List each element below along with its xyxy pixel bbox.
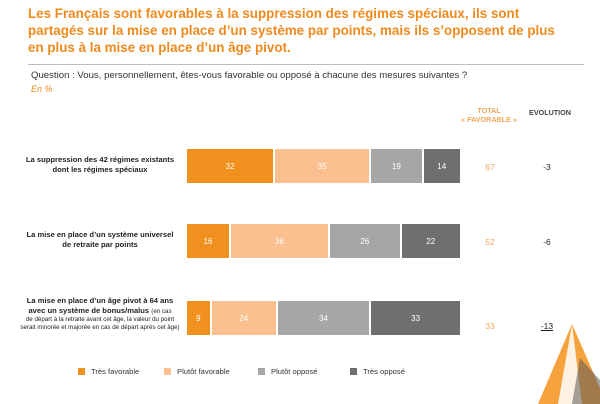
bar-value-label: 16 — [203, 236, 213, 246]
legend-label: Très opposé — [363, 367, 405, 376]
bar-value-label: 9 — [196, 313, 201, 323]
row-label-1-line1: La suppression des 42 régimes existants — [25, 155, 175, 164]
legend-swatch — [78, 368, 85, 375]
survey-question: Question : Vous, personnellement, êtes-v… — [31, 70, 468, 81]
bar-value-label: 14 — [437, 161, 447, 171]
legend-label: Plutôt opposé — [271, 367, 318, 376]
legend-swatch — [350, 368, 357, 375]
bar-value-label: 34 — [319, 313, 328, 323]
bar-segment-row1-series2: 35 — [275, 149, 370, 183]
total-favorable-value-3: 33 — [485, 321, 495, 331]
stacked-bar-1: 32 35 19 14 — [187, 149, 462, 183]
row-label-2-line2: de retraite par points — [62, 240, 138, 249]
row-label-2-line1: La mise en place d’un système universel — [26, 230, 174, 239]
row-label-3-note-b: de départ à la retraite avant cet âge, l… — [20, 316, 180, 331]
legend-swatch — [164, 368, 171, 375]
evolution-value-1: -3 — [543, 162, 551, 172]
legend-label: Très favorable — [91, 367, 140, 376]
total-header-line2: « FAVORABLE » — [461, 115, 517, 124]
row-label-2: La mise en place d’un système universel … — [18, 230, 182, 250]
bar-segment-row2-series3: 26 — [330, 224, 400, 258]
total-favorable-value-2: 52 — [485, 237, 495, 247]
row-label-3: La mise en place d’un âge pivot à 64 ans… — [18, 296, 182, 332]
chart-legend: Très favorable Plutôt favorable Plutôt opp… — [0, 367, 600, 381]
title-divider — [28, 64, 584, 65]
legend-swatch — [258, 368, 265, 375]
bar-value-label: 24 — [239, 313, 249, 323]
row-label-1-line2: dont les régimes spéciaux — [52, 165, 148, 174]
bar-segment-row2-series1: 16 — [187, 224, 229, 258]
stacked-bar-2: 16 36 26 22 — [187, 224, 462, 258]
bar-value-label: 36 — [275, 236, 284, 246]
bar-segment-row3-series2: 24 — [211, 301, 276, 335]
bar-segment-row1-series1: 32 — [187, 149, 273, 183]
row-label-3-note-a: (en cas — [151, 308, 172, 315]
bar-segment-row2-series4: 22 — [401, 224, 460, 258]
bar-value-label: 22 — [426, 236, 436, 246]
total-favorable-value-1: 67 — [485, 162, 495, 172]
bar-segment-row2-series2: 36 — [231, 224, 328, 258]
legend-item-2: Plutôt favorable — [164, 367, 230, 376]
bar-segment-row3-series1: 9 — [187, 301, 210, 335]
legend-label: Plutôt favorable — [177, 367, 230, 376]
evolution-header: EVOLUTION — [529, 108, 571, 117]
logo-grey-shape — [572, 358, 600, 404]
legend-item-4: Très opposé — [350, 367, 405, 376]
evolution-value-3: -13 — [540, 321, 554, 331]
row-label-1: La suppression des 42 régimes existants … — [18, 155, 182, 175]
total-favorable-header: TOTAL « FAVORABLE » — [452, 106, 526, 124]
bar-value-label: 35 — [317, 161, 327, 171]
total-header-line1: TOTAL — [477, 106, 501, 115]
bar-segment-row1-series4: 14 — [423, 149, 460, 183]
bar-value-label: 32 — [225, 161, 235, 171]
row-label-3-line1: La mise en place d’un âge pivot à 64 ans — [26, 296, 174, 305]
row-label-3-line2: avec un système de bonus/malus (en cas — [18, 306, 182, 316]
evolution-value-2: -6 — [543, 237, 551, 247]
unit-label: En % — [31, 84, 53, 94]
bar-value-label: 19 — [391, 161, 401, 171]
brand-logo-icon — [538, 324, 600, 404]
bar-segment-row1-series3: 19 — [371, 149, 422, 183]
stacked-bar-3: 9 24 34 33 — [187, 301, 462, 335]
bar-value-label: 26 — [360, 236, 370, 246]
bar-segment-row3-series4: 33 — [371, 301, 460, 335]
row-label-3-line2-main: avec un système de bonus/malus — [28, 306, 150, 315]
chart-title: Les Français sont favorables à la suppre… — [28, 6, 555, 55]
legend-item-3: Plutôt opposé — [258, 367, 317, 376]
legend-item-1: Très favorable — [78, 367, 139, 376]
bar-value-label: 33 — [411, 313, 421, 323]
bar-segment-row3-series3: 34 — [277, 301, 370, 335]
